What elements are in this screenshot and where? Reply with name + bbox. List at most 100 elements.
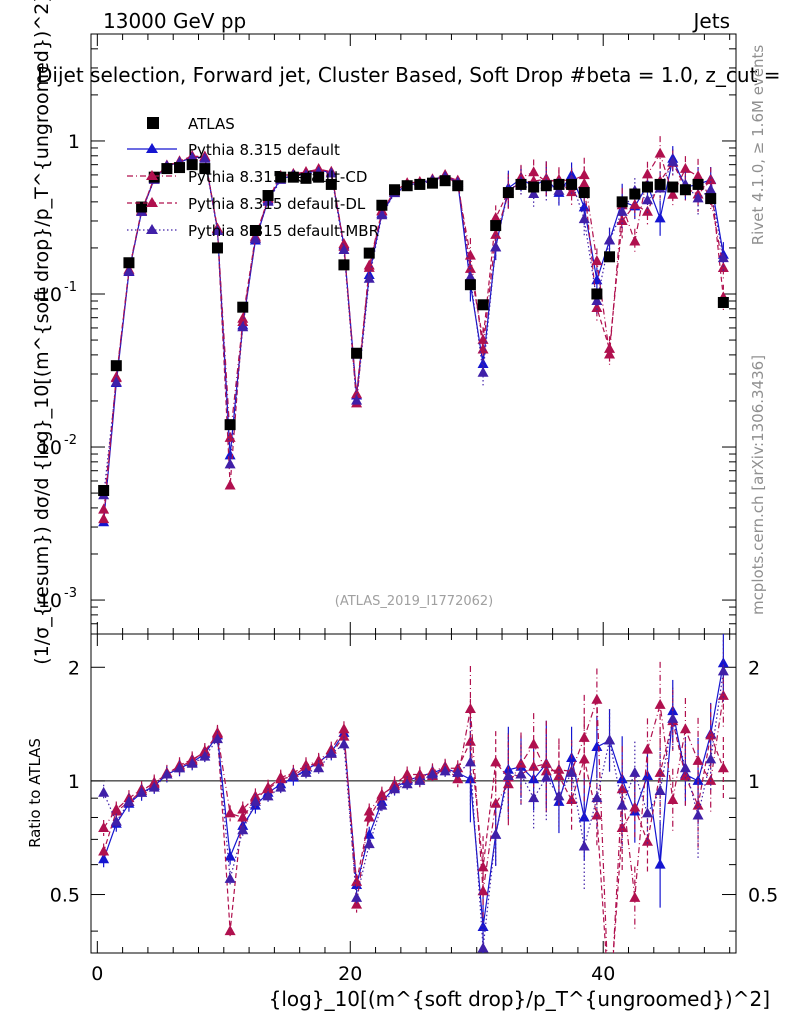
data-point bbox=[591, 255, 603, 266]
atlas-point bbox=[452, 180, 464, 192]
ratio-point bbox=[237, 824, 249, 835]
atlas-point bbox=[351, 347, 363, 359]
atlas-points bbox=[98, 159, 729, 496]
ratio-point bbox=[389, 783, 401, 794]
ratio-point bbox=[578, 840, 590, 851]
ratio-point bbox=[363, 838, 375, 849]
atlas-point bbox=[325, 178, 337, 190]
data-point bbox=[641, 205, 653, 216]
data-point bbox=[98, 503, 110, 514]
ratio-point bbox=[237, 803, 249, 814]
ratio-point bbox=[123, 795, 135, 806]
atlas-point bbox=[300, 172, 312, 184]
data-point bbox=[351, 388, 363, 399]
ratio-point bbox=[540, 771, 552, 782]
ratio-point bbox=[351, 891, 363, 902]
x-axis-label: {log}_10[(m^{soft drop}/p_T^{ungroomed})… bbox=[269, 987, 770, 1011]
ratio-point bbox=[401, 768, 413, 779]
ratio-point bbox=[199, 750, 211, 761]
atlas-point bbox=[540, 180, 552, 192]
ratio-point bbox=[528, 792, 540, 803]
atlas-point bbox=[275, 171, 287, 183]
legend-label-dl: Pythia 8.315 default-DL bbox=[188, 195, 366, 213]
ratio-point bbox=[641, 743, 653, 754]
ratio-point bbox=[692, 754, 704, 765]
ratio-point bbox=[528, 760, 540, 771]
series-2-ratio bbox=[98, 689, 729, 953]
ratio-point bbox=[325, 747, 337, 758]
ratio-point bbox=[502, 770, 514, 781]
data-point bbox=[338, 244, 350, 255]
ratio-point bbox=[275, 773, 287, 784]
ratio-point bbox=[224, 872, 236, 883]
ratio-point bbox=[679, 723, 691, 734]
atlas-point bbox=[110, 360, 122, 372]
data-point bbox=[578, 213, 590, 224]
atlas-point bbox=[439, 175, 451, 187]
energy-label: 13000 GeV pp bbox=[103, 9, 246, 33]
series-line bbox=[103, 663, 724, 928]
ratio-point bbox=[452, 766, 464, 777]
ratio-point bbox=[313, 762, 325, 773]
atlas-point bbox=[199, 163, 211, 175]
ratio-point bbox=[591, 693, 603, 704]
ratio-panel-frame bbox=[90, 633, 737, 954]
data-point bbox=[566, 169, 578, 180]
data-point bbox=[717, 252, 729, 263]
ratio-point bbox=[98, 853, 110, 864]
atlas-point bbox=[426, 177, 438, 189]
data-point bbox=[376, 209, 388, 220]
data-point bbox=[237, 321, 249, 332]
legend-marker-mbr bbox=[146, 224, 158, 234]
atlas-point bbox=[616, 196, 628, 208]
atlas-point bbox=[515, 178, 527, 190]
x-tick-label: 20 bbox=[338, 963, 362, 985]
ratio-point bbox=[98, 845, 110, 856]
ratio-point bbox=[174, 762, 186, 773]
atlas-point bbox=[528, 181, 540, 193]
atlas-point bbox=[566, 178, 578, 190]
ratio-point bbox=[578, 753, 590, 764]
data-point bbox=[654, 212, 666, 223]
series-line bbox=[103, 671, 724, 949]
data-point bbox=[98, 513, 110, 524]
ratio-point bbox=[351, 875, 363, 886]
atlas-point bbox=[211, 242, 223, 254]
legend-label-atlas: ATLAS bbox=[188, 115, 235, 133]
ratio-point bbox=[490, 756, 502, 767]
legend-marker-atlas bbox=[147, 117, 159, 129]
data-point bbox=[566, 186, 578, 197]
main-plot-area bbox=[98, 136, 729, 527]
ratio-point bbox=[338, 730, 350, 741]
ratio-point bbox=[528, 738, 540, 749]
data-point bbox=[351, 394, 363, 405]
data-point bbox=[679, 162, 691, 173]
ratio-point bbox=[161, 768, 173, 779]
y-tick-label: 10 bbox=[38, 590, 62, 612]
atlas-point bbox=[717, 296, 729, 308]
ratio-point bbox=[389, 778, 401, 789]
y-tick-exponent: -2 bbox=[64, 433, 77, 448]
ratio-point bbox=[591, 792, 603, 803]
atlas-point bbox=[287, 171, 299, 183]
legend-marker-cd bbox=[146, 170, 158, 180]
ratio-point bbox=[224, 850, 236, 861]
atlas-point bbox=[629, 188, 641, 200]
ratio-point bbox=[679, 762, 691, 773]
rivet-label: Rivet 4.1.0, ≥ 1.6M events bbox=[749, 45, 767, 246]
atlas-point bbox=[338, 259, 350, 271]
atlas-point bbox=[389, 184, 401, 196]
data-point bbox=[692, 170, 704, 181]
mcplots-label: mcplots.cern.ch [arXiv:1306.3436] bbox=[749, 355, 767, 615]
atlas-point bbox=[705, 193, 717, 205]
data-point bbox=[199, 152, 211, 163]
data-point bbox=[604, 234, 616, 245]
ratio-point bbox=[629, 891, 641, 902]
atlas-point bbox=[249, 224, 261, 236]
data-point bbox=[490, 241, 502, 252]
data-point bbox=[616, 205, 628, 216]
ratio-point bbox=[667, 712, 679, 723]
y-tick-label: 10 bbox=[38, 437, 62, 459]
